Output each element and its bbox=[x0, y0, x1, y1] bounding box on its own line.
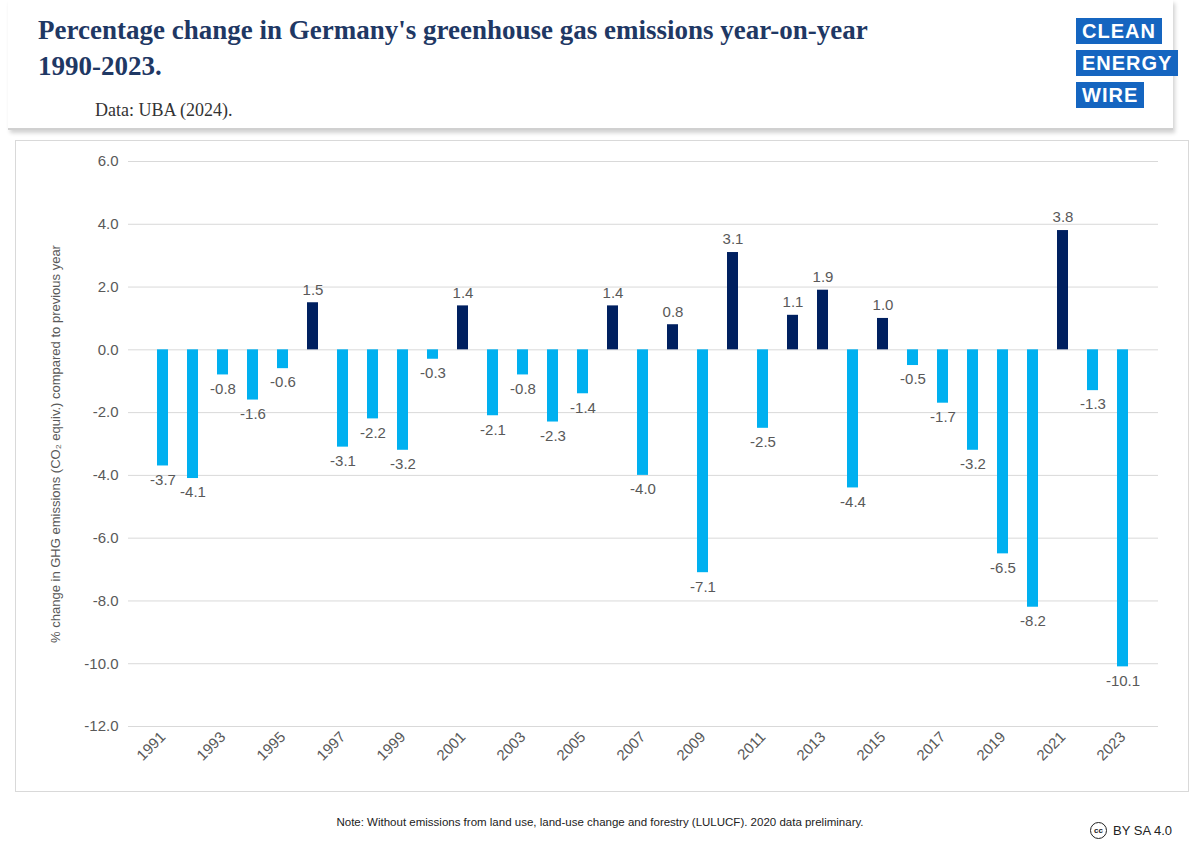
svg-text:1995: 1995 bbox=[253, 728, 289, 764]
svg-text:-4.1: -4.1 bbox=[180, 483, 206, 500]
svg-text:2.0: 2.0 bbox=[98, 278, 119, 295]
svg-text:2001: 2001 bbox=[433, 728, 469, 764]
svg-text:-6.5: -6.5 bbox=[990, 559, 1016, 576]
html-text:Percentage change in Germany's: Percentage change in Germany's greenhous… bbox=[38, 15, 868, 81]
svg-text:-3.2: -3.2 bbox=[960, 455, 986, 472]
svg-text:-8.2: -8.2 bbox=[1020, 612, 1046, 629]
svg-text:-8.0: -8.0 bbox=[93, 592, 119, 609]
svg-text:2019: 2019 bbox=[973, 728, 1009, 764]
svg-text:-2.1: -2.1 bbox=[480, 421, 506, 438]
svg-text:-12.0: -12.0 bbox=[84, 717, 118, 734]
svg-text:2013: 2013 bbox=[793, 728, 829, 764]
svg-text:1.0: 1.0 bbox=[873, 296, 894, 313]
svg-text:-10.1: -10.1 bbox=[1106, 672, 1140, 689]
svg-text:1993: 1993 bbox=[193, 728, 229, 764]
svg-text:3.1: 3.1 bbox=[723, 230, 744, 247]
svg-text:-3.1: -3.1 bbox=[330, 452, 356, 469]
html-text:Data: UBA (2024).: Data: UBA (2024). bbox=[95, 100, 233, 120]
svg-text:-4.0: -4.0 bbox=[93, 466, 119, 483]
svg-text:1.5: 1.5 bbox=[303, 281, 324, 298]
svg-text:1999: 1999 bbox=[373, 728, 409, 764]
svg-text:1.4: 1.4 bbox=[603, 284, 624, 301]
svg-text:-4.4: -4.4 bbox=[840, 493, 866, 510]
svg-text:-1.6: -1.6 bbox=[240, 405, 266, 422]
svg-text:1.4: 1.4 bbox=[453, 284, 474, 301]
svg-text:% change in GHG emissions (CO₂: % change in GHG emissions (CO₂ equiv.) c… bbox=[48, 244, 63, 643]
svg-text:-1.4: -1.4 bbox=[570, 399, 596, 416]
svg-text:-0.6: -0.6 bbox=[270, 373, 296, 390]
svg-text:-0.8: -0.8 bbox=[510, 380, 536, 397]
svg-text:2005: 2005 bbox=[553, 728, 589, 764]
svg-text:-0.3: -0.3 bbox=[420, 364, 446, 381]
svg-text:2007: 2007 bbox=[613, 728, 649, 764]
svg-text:2021: 2021 bbox=[1033, 728, 1069, 764]
svg-text:6.0: 6.0 bbox=[98, 152, 119, 169]
svg-text:1.9: 1.9 bbox=[813, 268, 834, 285]
svg-text:2011: 2011 bbox=[734, 728, 769, 763]
svg-text:-2.5: -2.5 bbox=[750, 433, 776, 450]
svg-text:2023: 2023 bbox=[1093, 728, 1129, 764]
svg-text:-7.1: -7.1 bbox=[690, 577, 716, 594]
svg-text:4.0: 4.0 bbox=[98, 215, 119, 232]
html-text:ENERGY: ENERGY bbox=[1082, 52, 1173, 74]
svg-text:2009: 2009 bbox=[673, 728, 709, 764]
svg-text:0.0: 0.0 bbox=[98, 341, 119, 358]
svg-text:-0.5: -0.5 bbox=[900, 370, 926, 387]
html-text:CLEAN: CLEAN bbox=[1082, 20, 1156, 42]
svg-text:-3.7: -3.7 bbox=[150, 471, 176, 488]
svg-text:-10.0: -10.0 bbox=[84, 655, 118, 672]
svg-text:2017: 2017 bbox=[913, 728, 949, 764]
svg-text:-3.2: -3.2 bbox=[390, 455, 416, 472]
svg-text:-1.3: -1.3 bbox=[1080, 395, 1106, 412]
html-text:Note: Without emissions from l: Note: Without emissions from land use, l… bbox=[336, 816, 864, 828]
html-text:BY SA 4.0: BY SA 4.0 bbox=[1113, 823, 1172, 838]
svg-text:-2.3: -2.3 bbox=[540, 427, 566, 444]
html-text:cc: cc bbox=[1094, 826, 1103, 835]
svg-text:-0.8: -0.8 bbox=[210, 380, 236, 397]
svg-text:-1.7: -1.7 bbox=[930, 408, 956, 425]
svg-text:3.8: 3.8 bbox=[1053, 208, 1074, 225]
svg-text:1997: 1997 bbox=[313, 728, 349, 764]
svg-text:-2.0: -2.0 bbox=[93, 403, 119, 420]
svg-text:2003: 2003 bbox=[493, 728, 529, 764]
svg-text:1.1: 1.1 bbox=[783, 293, 804, 310]
svg-text:1991: 1991 bbox=[133, 728, 169, 764]
svg-text:2015: 2015 bbox=[853, 728, 889, 764]
svg-text:-2.2: -2.2 bbox=[360, 424, 386, 441]
svg-text:-4.0: -4.0 bbox=[630, 480, 656, 497]
html-text:WIRE: WIRE bbox=[1082, 84, 1139, 106]
svg-text:0.8: 0.8 bbox=[663, 303, 684, 320]
svg-text:-6.0: -6.0 bbox=[93, 529, 119, 546]
